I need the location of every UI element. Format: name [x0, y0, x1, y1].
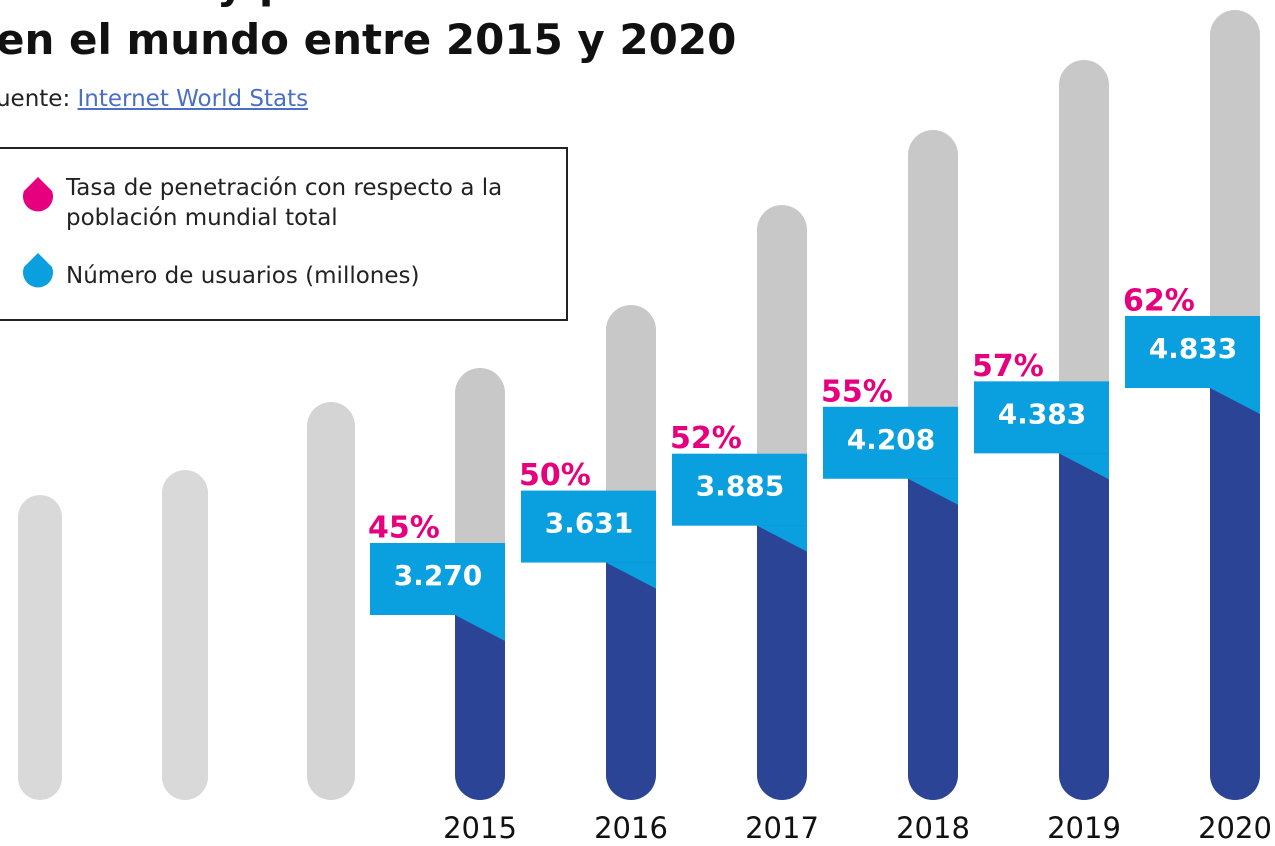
- box-fold: [606, 562, 656, 589]
- title: Usuarios y penetración de internet en el…: [0, 0, 823, 64]
- value-label: 3.270: [394, 559, 483, 592]
- x-tick-label: 2019: [1047, 811, 1121, 845]
- x-tick-label: 2017: [745, 811, 819, 845]
- x-tick-label: 2020: [1198, 811, 1272, 845]
- x-tick-label: 2018: [896, 811, 970, 845]
- box-fold: [757, 525, 807, 552]
- value-box: [1125, 316, 1260, 388]
- legend-label: Número de usuarios (millones): [66, 263, 420, 289]
- legend-icon: [23, 253, 53, 288]
- box-fold: [908, 478, 958, 505]
- value-box: [672, 453, 807, 526]
- x-tick-label: 2016: [594, 811, 668, 845]
- bar: [1059, 423, 1109, 800]
- bar: [908, 448, 958, 800]
- bar: [1210, 358, 1260, 800]
- box-fold: [455, 615, 505, 641]
- percent-label: 55%: [821, 374, 893, 409]
- value-label: 3.885: [696, 470, 785, 503]
- percent-label: 45%: [368, 511, 440, 546]
- source-link[interactable]: Internet World Stats: [77, 86, 309, 112]
- percent-label: 57%: [972, 349, 1044, 384]
- x-tick-label: 2015: [443, 811, 517, 845]
- source: Fuente: Internet World Stats: [0, 86, 308, 112]
- box-fold: [1059, 453, 1109, 480]
- legend: Tasa de penetración con respecto a la po…: [0, 147, 568, 321]
- legend-label: Tasa de penetración con respecto a la po…: [66, 175, 503, 231]
- value-label: 4.833: [1149, 332, 1238, 365]
- decor-bar: [162, 470, 208, 800]
- source-label: Fuente:: [0, 86, 71, 112]
- legend-icon: [23, 177, 54, 212]
- value-box: [974, 381, 1109, 454]
- value-box: [521, 490, 656, 563]
- percent-label: 50%: [519, 458, 591, 493]
- percent-label: 52%: [670, 421, 742, 456]
- box-fold: [1210, 388, 1260, 414]
- bar: [455, 585, 505, 800]
- percent-label: 62%: [1123, 284, 1195, 319]
- decor-bar: [307, 402, 355, 800]
- bar: [757, 495, 807, 800]
- value-label: 3.631: [545, 507, 634, 540]
- value-label: 4.208: [847, 423, 936, 456]
- value-label: 4.383: [998, 397, 1087, 430]
- legend-icons: [23, 177, 54, 288]
- value-box: [823, 406, 958, 479]
- decor-bar: [18, 495, 62, 800]
- value-box: [370, 543, 505, 615]
- bar: [606, 532, 656, 800]
